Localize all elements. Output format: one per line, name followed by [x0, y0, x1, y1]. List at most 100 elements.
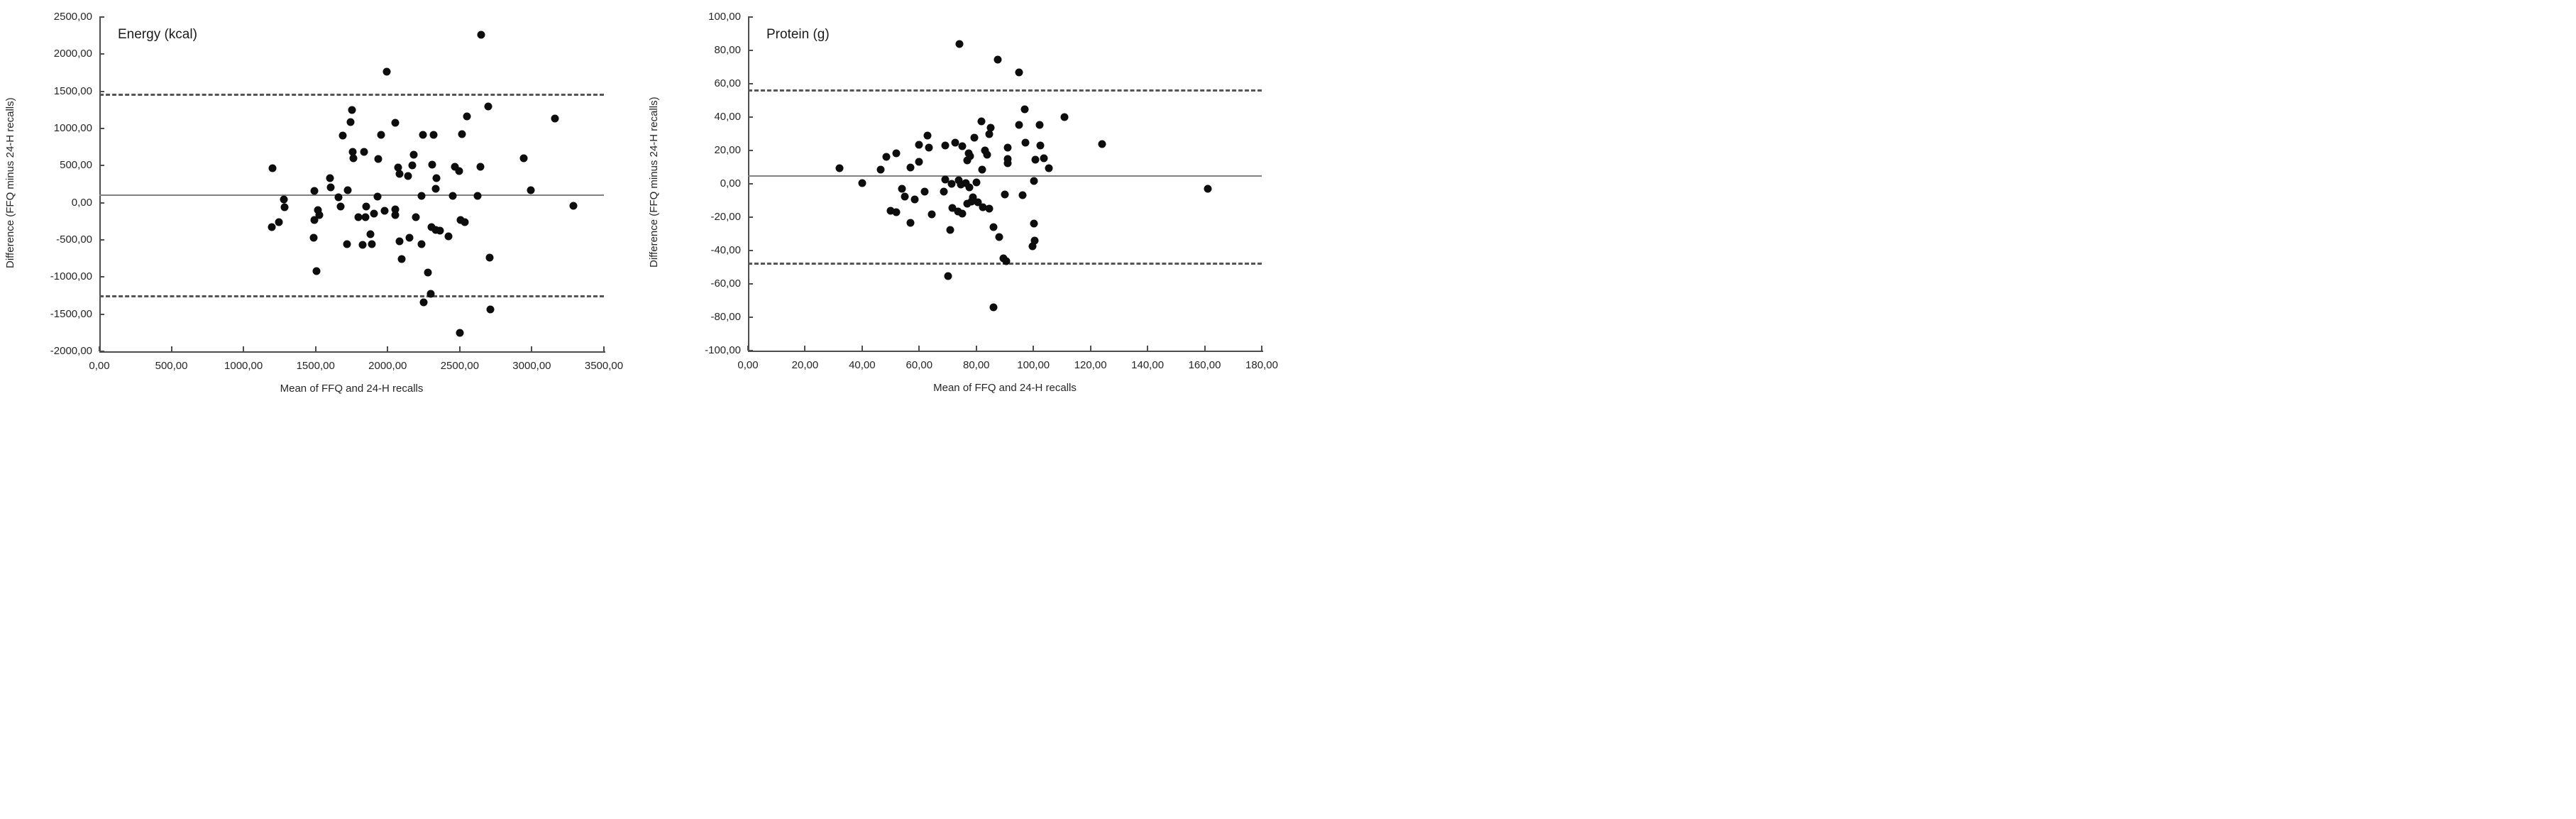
data-point — [361, 213, 370, 221]
data-point — [397, 255, 406, 263]
data-point — [858, 179, 866, 187]
data-point — [448, 192, 457, 200]
data-point — [915, 158, 923, 166]
data-point — [876, 165, 885, 174]
data-point — [362, 202, 370, 211]
data-point — [395, 237, 404, 246]
data-point — [915, 141, 923, 149]
data-point — [1040, 154, 1048, 163]
data-point — [951, 138, 959, 147]
data-point — [923, 131, 932, 140]
x-axis-tick — [1204, 346, 1206, 351]
x-axis-tick — [1147, 346, 1149, 351]
y-axis-tick — [99, 313, 104, 315]
data-point — [1036, 141, 1045, 150]
data-point — [431, 185, 440, 193]
y-tick-label: 20,00 — [714, 144, 741, 156]
x-tick-label: 40,00 — [849, 359, 876, 371]
x-axis-tick — [99, 346, 100, 351]
data-point — [979, 203, 987, 211]
protein-plot-area — [748, 17, 1263, 352]
mean-difference-line — [748, 175, 1262, 177]
y-tick-label: -80,00 — [710, 311, 741, 323]
data-point — [944, 272, 952, 280]
data-point — [368, 240, 376, 248]
data-point — [898, 185, 906, 193]
data-point — [374, 155, 382, 163]
x-tick-label: 1000,00 — [224, 360, 263, 372]
x-axis-tick — [918, 346, 920, 351]
data-point — [461, 218, 469, 226]
x-axis-tick — [531, 346, 533, 351]
energy-chart-title: Energy (kcal) — [118, 27, 197, 42]
protein-x-axis-label: Mean of FFQ and 24-H recalls — [933, 382, 1077, 394]
data-point — [280, 195, 288, 204]
data-point — [977, 117, 986, 126]
y-axis-tick — [748, 50, 753, 51]
x-tick-label: 500,00 — [155, 360, 188, 372]
data-point — [476, 163, 485, 171]
x-tick-label: 100,00 — [1017, 359, 1050, 371]
data-point — [966, 152, 974, 160]
data-point — [326, 183, 335, 192]
y-tick-label: -1000,00 — [50, 270, 92, 283]
data-point — [1021, 138, 1030, 147]
data-point — [892, 149, 901, 158]
y-tick-label: 100,00 — [708, 11, 741, 23]
data-point — [391, 119, 400, 127]
data-point — [886, 207, 895, 215]
lower-loa-line — [99, 295, 604, 298]
data-point — [985, 204, 993, 213]
x-axis-tick — [1089, 346, 1091, 351]
bland-altman-figure: Energy (kcal) Difference (FFQ minus 24-H… — [0, 0, 1288, 410]
x-tick-label: 3000,00 — [512, 360, 551, 372]
y-axis-tick — [748, 183, 753, 185]
x-axis-tick — [170, 346, 172, 351]
y-axis-tick — [748, 250, 753, 251]
y-axis-tick — [99, 165, 104, 167]
data-point — [432, 174, 441, 182]
data-point — [428, 160, 436, 169]
data-point — [358, 241, 367, 249]
y-axis-tick — [99, 90, 104, 92]
x-tick-label: 3500,00 — [584, 360, 624, 372]
data-point — [436, 226, 444, 235]
data-point — [312, 267, 321, 275]
data-point — [989, 303, 998, 312]
upper-loa-line — [748, 89, 1262, 92]
data-point — [985, 130, 993, 138]
y-tick-label: -500,00 — [56, 233, 92, 246]
data-point — [955, 40, 964, 48]
data-point — [954, 176, 963, 185]
data-point — [349, 154, 358, 163]
x-tick-label: 1500,00 — [296, 360, 335, 372]
data-point — [451, 163, 459, 171]
x-axis-tick — [747, 346, 749, 351]
data-point — [326, 174, 334, 182]
data-point — [974, 198, 982, 207]
data-point — [1003, 155, 1012, 163]
data-point — [455, 167, 463, 175]
data-point — [431, 226, 440, 234]
data-point — [1015, 121, 1023, 129]
data-point — [1018, 191, 1027, 199]
y-axis-tick — [99, 202, 104, 204]
y-axis-tick — [748, 83, 753, 84]
y-axis-tick — [99, 276, 104, 278]
data-point — [901, 192, 909, 201]
data-point — [1020, 105, 1029, 114]
data-point — [360, 148, 368, 156]
data-point — [310, 187, 319, 195]
data-point — [1030, 219, 1038, 228]
y-axis-tick — [99, 53, 104, 55]
data-point — [1003, 159, 1012, 167]
y-axis-tick — [748, 16, 753, 18]
protein-panel: Protein (g) Difference (FFQ minus 24-H r… — [644, 0, 1288, 410]
data-point — [989, 223, 998, 231]
data-point — [477, 31, 485, 39]
energy-x-axis-label: Mean of FFQ and 24-H recalls — [280, 383, 424, 395]
data-point — [983, 150, 991, 159]
data-point — [963, 156, 971, 165]
data-point — [315, 211, 324, 219]
data-point — [463, 112, 471, 121]
